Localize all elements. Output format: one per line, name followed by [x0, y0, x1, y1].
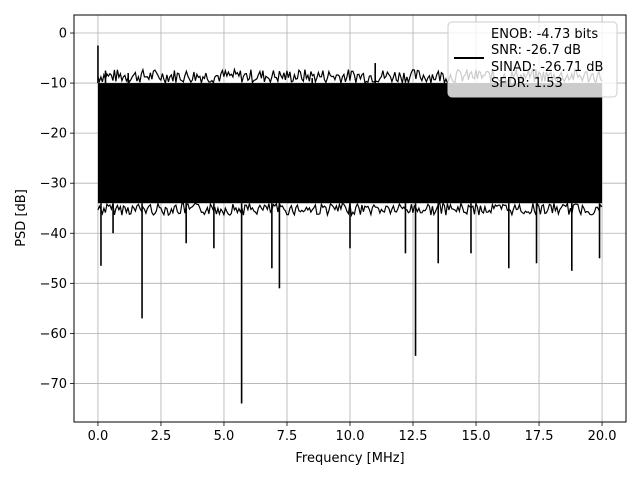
x-tick-label: 15.0: [462, 429, 491, 444]
x-tick-label: 0.0: [88, 429, 109, 444]
y-axis: 0 −10 −20 −30 −40 −50 −60 −70: [40, 27, 74, 392]
x-tick-label: 7.5: [277, 429, 298, 444]
x-axis-label: Frequency [MHz]: [295, 451, 404, 466]
legend-entry-snr: SNR: -26.7 dB: [491, 43, 581, 58]
y-axis-label: PSD [dB]: [14, 189, 29, 247]
y-tick-label: −30: [40, 177, 67, 192]
y-tick-label: −10: [40, 77, 67, 92]
x-axis: 0.0 2.5 5.0 7.5 10.0 12.5 15.0 17.5 20.0: [88, 422, 617, 444]
legend-entry-enob: ENOB: -4.73 bits: [491, 27, 598, 42]
y-tick-label: −70: [40, 377, 67, 392]
x-tick-label: 17.5: [525, 429, 554, 444]
legend-entry-sinad: SINAD: -26.71 dB: [491, 60, 603, 75]
y-tick-label: 0: [59, 27, 67, 42]
legend-entry-sfdr: SFDR: 1.53: [491, 76, 563, 91]
x-tick-label: 10.0: [336, 429, 365, 444]
y-tick-label: −20: [40, 127, 67, 142]
noise-band: [97, 83, 603, 204]
legend: ENOB: -4.73 bits SNR: -26.7 dB SINAD: -2…: [447, 21, 618, 98]
y-tick-label: −60: [40, 327, 67, 342]
x-tick-label: 12.5: [399, 429, 428, 444]
series-layer: [97, 45, 603, 404]
y-tick-label: −40: [40, 227, 67, 242]
x-tick-label: 20.0: [588, 429, 617, 444]
x-tick-label: 2.5: [151, 429, 172, 444]
y-tick-label: −50: [40, 277, 67, 292]
legend-box: [447, 21, 618, 98]
x-tick-label: 5.0: [214, 429, 235, 444]
